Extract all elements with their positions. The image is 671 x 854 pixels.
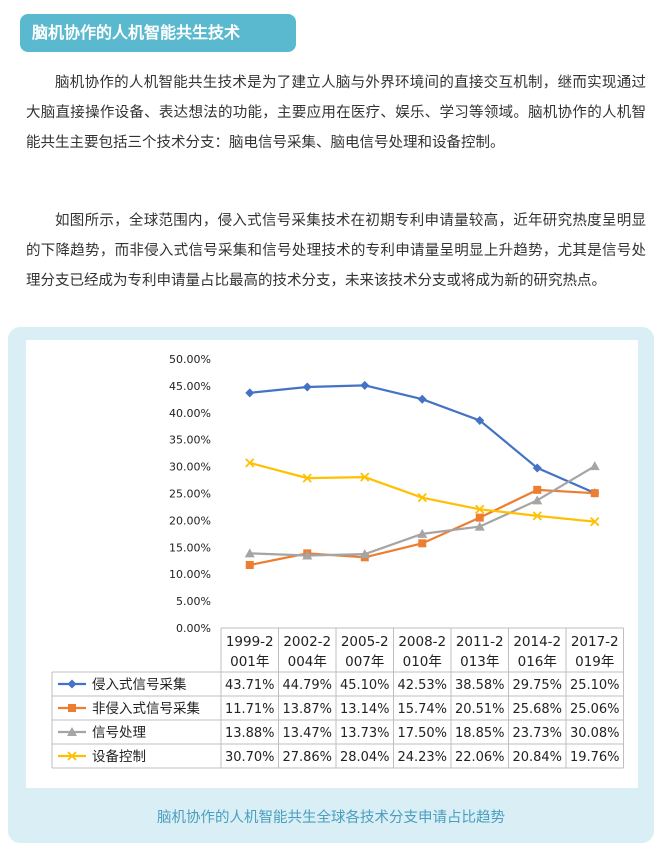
series-1-value-label: 45.10% bbox=[340, 678, 390, 693]
category-label: 2002-2 bbox=[283, 634, 331, 650]
series-1-value-label: 42.53% bbox=[397, 678, 447, 693]
series-2-point bbox=[475, 513, 484, 522]
series-3-legend-label: 信号处理 bbox=[92, 725, 146, 741]
series-4-legend-marker bbox=[67, 751, 77, 761]
category-label: 004年 bbox=[288, 654, 327, 670]
series-3-point bbox=[532, 495, 543, 505]
series-2-point bbox=[533, 485, 542, 494]
y-tick-label: 15.00% bbox=[169, 541, 211, 554]
series-4-value-label: 28.04% bbox=[340, 750, 390, 765]
category-label: 001年 bbox=[230, 654, 269, 670]
series-3-legend-marker bbox=[67, 727, 77, 736]
series-3-value-label: 23.73% bbox=[512, 726, 562, 741]
y-tick-label: 20.00% bbox=[169, 514, 211, 527]
y-tick-label: 30.00% bbox=[169, 461, 211, 474]
category-label: 2008-2 bbox=[398, 634, 446, 650]
y-tick-label: 0.00% bbox=[176, 622, 211, 635]
series-3-point bbox=[417, 528, 428, 538]
category-label: 2011-2 bbox=[456, 634, 504, 650]
series-1-value-label: 44.79% bbox=[282, 678, 332, 693]
series-2-value-label: 25.06% bbox=[570, 702, 620, 717]
category-label: 019年 bbox=[575, 654, 614, 670]
series-3-value-label: 13.47% bbox=[282, 726, 332, 741]
series-2-line bbox=[249, 488, 595, 567]
series-4-point bbox=[302, 473, 312, 483]
series-2-legend-marker bbox=[68, 704, 76, 712]
y-tick-label: 25.00% bbox=[169, 488, 211, 501]
trend-chart: 0.00% 5.00% 10.00% 15.00% 20.00% 25.00% 30.00%… bbox=[51, 353, 624, 769]
series-4-value-label: 24.23% bbox=[397, 750, 447, 765]
series-2-value-label: 25.68% bbox=[512, 702, 562, 717]
category-label: 2017-2 bbox=[571, 634, 619, 650]
series-1-point bbox=[475, 415, 485, 425]
series-2-value-label: 15.74% bbox=[397, 702, 447, 717]
series-1-point bbox=[245, 388, 255, 398]
y-tick-label: 40.00% bbox=[169, 407, 211, 420]
category-label: 013年 bbox=[460, 654, 499, 670]
series-2-value-label: 13.87% bbox=[282, 702, 332, 717]
series-1-value-label: 25.10% bbox=[570, 678, 620, 693]
y-tick-label: 45.00% bbox=[169, 380, 211, 393]
series-1-legend-marker bbox=[67, 679, 77, 689]
series-1-legend-label: 侵入式信号采集 bbox=[92, 676, 187, 693]
series-2-point bbox=[245, 561, 254, 570]
section-title: 脑机协作的人机智能共生技术 bbox=[20, 14, 296, 52]
series-2-legend-label: 非侵入式信号采集 bbox=[92, 700, 200, 717]
series-1-value-label: 38.58% bbox=[455, 678, 505, 693]
series-4-point bbox=[245, 458, 255, 468]
series-4-value-label: 20.84% bbox=[512, 750, 562, 765]
series-4-value-label: 19.76% bbox=[570, 750, 620, 765]
series-3-value-label: 17.50% bbox=[397, 726, 447, 741]
y-tick-label: 10.00% bbox=[169, 568, 211, 581]
series-2-point bbox=[418, 539, 427, 548]
series-4-point bbox=[590, 517, 600, 527]
series-4-point bbox=[475, 504, 485, 514]
series-3-value-label: 13.88% bbox=[225, 726, 275, 741]
series-3-point bbox=[359, 549, 370, 559]
chart-background bbox=[26, 340, 638, 788]
series-3-point bbox=[589, 461, 600, 471]
category-label: 2014-2 bbox=[513, 634, 561, 650]
series-4-value-label: 30.70% bbox=[225, 750, 275, 765]
series-2-value-label: 11.71% bbox=[225, 702, 275, 717]
series-1-point bbox=[360, 380, 370, 390]
series-3-value-label: 13.73% bbox=[340, 726, 390, 741]
series-3-value-label: 30.08% bbox=[570, 726, 620, 741]
series-1-point bbox=[417, 394, 427, 404]
series-3-point bbox=[244, 548, 255, 558]
series-4-legend-label: 设备控制 bbox=[92, 748, 146, 765]
category-label: 2005-2 bbox=[341, 634, 389, 650]
series-2-point bbox=[590, 489, 599, 498]
y-tick-label: 35.00% bbox=[169, 434, 211, 447]
figure-caption: 脑机协作的人机智能共生全球各技术分支申请占比趋势 bbox=[157, 810, 505, 826]
analysis-paragraph: 如图所示，全球范围内，侵入式信号采集技术在初期专利申请量较高，近年研究热度呈明显… bbox=[26, 213, 646, 289]
series-3-point bbox=[474, 521, 485, 531]
category-label: 007年 bbox=[345, 654, 384, 670]
intro-paragraph: 脑机协作的人机智能共生技术是为了建立人脑与外界环境间的直接交互机制，继而实现通过… bbox=[26, 75, 646, 151]
series-4-point bbox=[417, 493, 427, 503]
series-2-value-label: 20.51% bbox=[455, 702, 505, 717]
series-1-point bbox=[532, 463, 542, 473]
category-label: 1999-2 bbox=[226, 634, 274, 650]
series-4-point bbox=[532, 511, 542, 521]
y-tick-label: 5.00% bbox=[176, 595, 211, 608]
series-4-value-label: 27.86% bbox=[282, 750, 332, 765]
series-1-value-label: 43.71% bbox=[225, 678, 275, 693]
series-1-point bbox=[302, 382, 312, 392]
series-4-line bbox=[249, 461, 595, 523]
category-label: 016年 bbox=[518, 654, 557, 670]
series-3-value-label: 18.85% bbox=[455, 726, 505, 741]
category-label: 010年 bbox=[403, 654, 442, 670]
series-4-value-label: 22.06% bbox=[455, 750, 505, 765]
y-tick-label: 50.00% bbox=[169, 353, 211, 366]
series-4-point bbox=[360, 472, 370, 482]
series-3-point bbox=[302, 550, 313, 560]
series-1-value-label: 29.75% bbox=[512, 678, 562, 693]
series-2-value-label: 13.14% bbox=[340, 702, 390, 717]
